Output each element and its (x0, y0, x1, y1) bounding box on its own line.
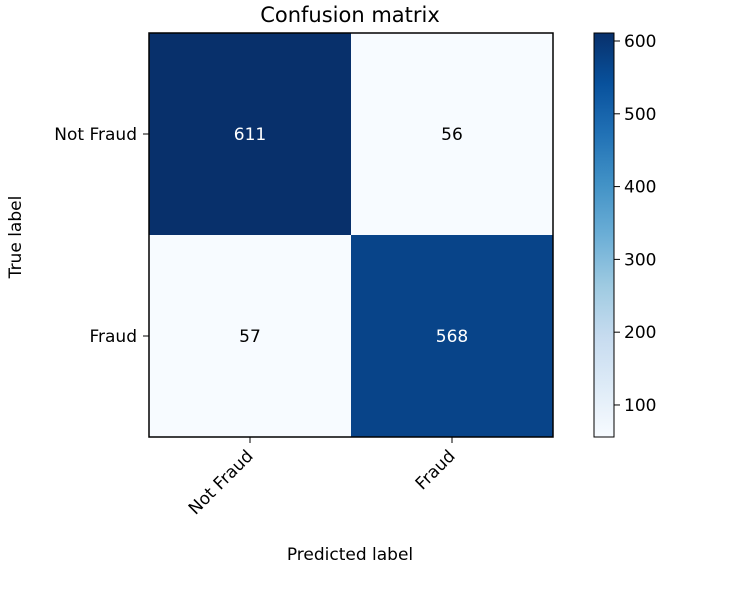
heatmap-cells (149, 33, 553, 437)
colorbar-tick-label: 200 (624, 323, 656, 343)
x-axis-label: Predicted label (287, 545, 413, 565)
cell-value-label: 568 (436, 327, 468, 347)
cell-value-labels: 611 56 57 568 (234, 125, 468, 347)
heatmap-cell (149, 33, 351, 235)
colorbar-ticks: 100 200 300 400 500 600 (614, 32, 656, 416)
x-tick-label: Fraud (412, 446, 460, 494)
colorbar (593, 32, 615, 438)
cell-value-label: 57 (239, 327, 261, 347)
cell-value-label: 611 (234, 125, 266, 145)
chart-title: Confusion matrix (260, 3, 440, 27)
heatmap-cell (351, 235, 553, 437)
heatmap-cell (149, 235, 351, 437)
colorbar-tick-label: 100 (624, 396, 656, 416)
colorbar-tick-label: 600 (624, 32, 656, 52)
heatmap-cell (351, 33, 553, 235)
plot-frame (148, 32, 554, 438)
colorbar-tick-label: 300 (624, 250, 656, 270)
x-axis-ticks: Not Fraud Fraud (185, 437, 460, 519)
colorbar-tick-label: 500 (624, 105, 656, 125)
y-tick-label: Not Fraud (54, 125, 137, 145)
x-tick-label: Not Fraud (185, 446, 258, 519)
colorbar-tick-label: 400 (624, 178, 656, 198)
y-axis-label: True label (6, 196, 26, 280)
y-axis-ticks: Not Fraud Fraud (54, 125, 149, 347)
cell-value-label: 56 (441, 125, 463, 145)
y-tick-label: Fraud (89, 327, 137, 347)
